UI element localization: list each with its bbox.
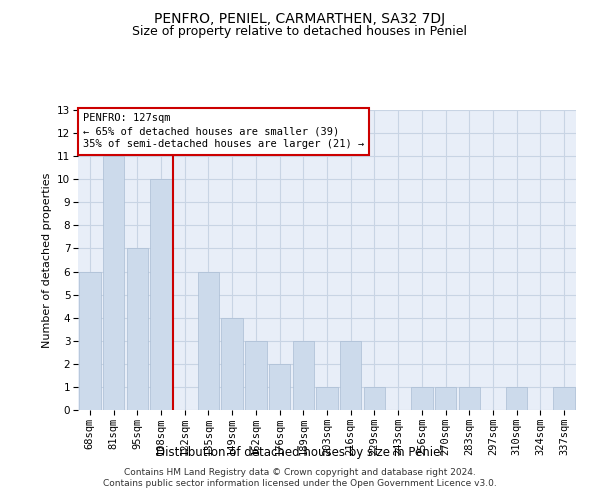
Text: PENFRO, PENIEL, CARMARTHEN, SA32 7DJ: PENFRO, PENIEL, CARMARTHEN, SA32 7DJ [154, 12, 446, 26]
Bar [411, 387, 433, 410]
Bar [151, 179, 172, 410]
Bar [553, 387, 575, 410]
Bar [245, 341, 266, 410]
Bar [435, 387, 456, 410]
Bar [221, 318, 243, 410]
Text: Contains HM Land Registry data © Crown copyright and database right 2024.
Contai: Contains HM Land Registry data © Crown c… [103, 468, 497, 487]
Bar [127, 248, 148, 410]
Bar [79, 272, 101, 410]
Bar [103, 156, 124, 410]
Bar [506, 387, 527, 410]
Bar [293, 341, 314, 410]
Bar [316, 387, 338, 410]
Bar [364, 387, 385, 410]
Y-axis label: Number of detached properties: Number of detached properties [41, 172, 52, 348]
Bar [198, 272, 219, 410]
Text: PENFRO: 127sqm
← 65% of detached houses are smaller (39)
35% of semi-detached ho: PENFRO: 127sqm ← 65% of detached houses … [83, 113, 364, 150]
Text: Size of property relative to detached houses in Peniel: Size of property relative to detached ho… [133, 25, 467, 38]
Bar [458, 387, 480, 410]
Text: Distribution of detached houses by size in Peniel: Distribution of detached houses by size … [156, 446, 444, 459]
Bar [340, 341, 361, 410]
Bar [269, 364, 290, 410]
